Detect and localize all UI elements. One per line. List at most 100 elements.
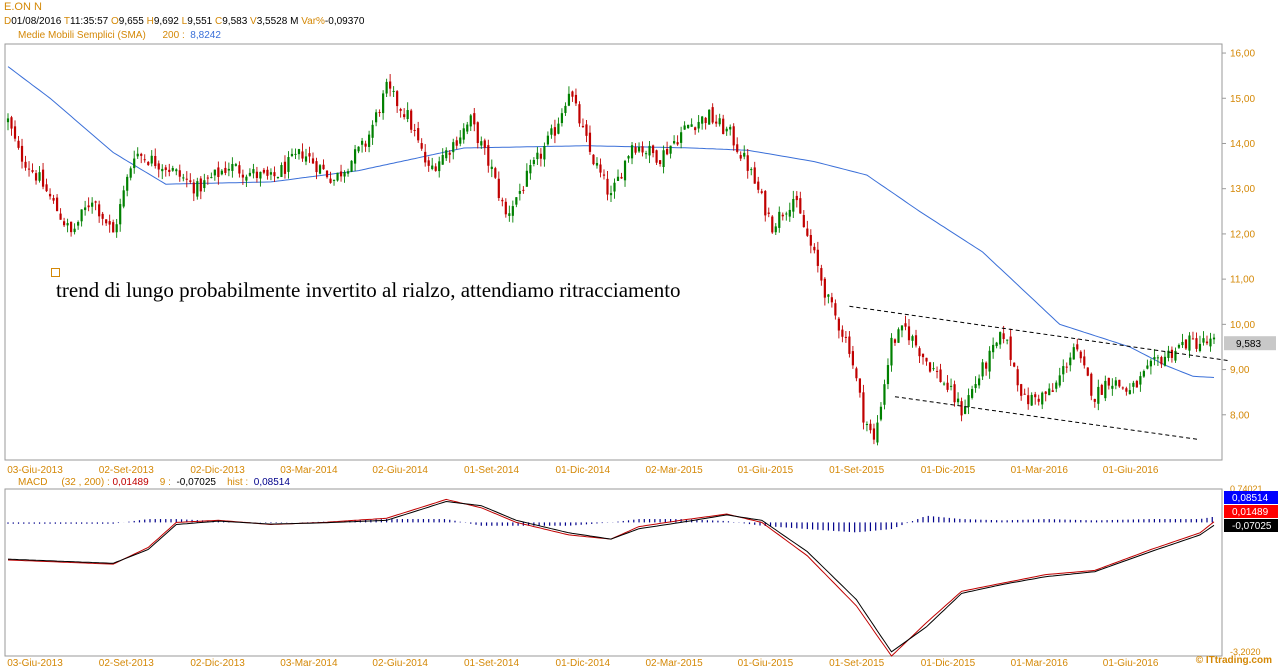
candle-body: [410, 110, 413, 130]
candle: [907, 319, 911, 346]
candle: [473, 107, 476, 132]
candle: [1069, 352, 1072, 372]
candle: [511, 200, 514, 223]
candle: [750, 167, 753, 176]
candle-body: [708, 109, 711, 125]
candle: [396, 90, 399, 113]
candle-body: [1212, 337, 1216, 340]
candle-body: [844, 336, 847, 338]
price-x-tick-label: 02-Dic-2013: [190, 465, 245, 476]
candle-body: [87, 205, 90, 208]
candle: [865, 421, 869, 432]
candle: [318, 163, 322, 175]
candle-body: [757, 181, 760, 190]
candle-body: [673, 141, 676, 144]
candle: [294, 148, 297, 159]
price-y-tick-label: 14,00: [1230, 139, 1255, 150]
trendline-layer: [849, 305, 1229, 441]
price-y-tick-label: 8,00: [1230, 410, 1250, 421]
candle: [813, 243, 816, 254]
candle-body: [455, 140, 458, 146]
candle-body: [413, 129, 416, 131]
candle-body: [494, 168, 497, 178]
candle: [560, 108, 564, 127]
candle: [343, 170, 346, 183]
candle: [746, 148, 749, 179]
candle-body: [476, 122, 479, 144]
candle: [781, 212, 784, 221]
candle: [869, 419, 872, 434]
candle: [553, 119, 557, 144]
candle-body: [641, 146, 644, 153]
candle-body: [690, 124, 693, 127]
candle: [680, 126, 683, 149]
candle-body: [105, 219, 108, 224]
candle: [346, 168, 350, 177]
candle: [795, 191, 798, 208]
candle-body: [1153, 357, 1156, 360]
candle: [1191, 331, 1195, 340]
candle: [129, 166, 132, 181]
candle: [1153, 349, 1156, 366]
candle-body: [609, 193, 613, 196]
candle-body: [606, 178, 609, 195]
candle: [914, 329, 918, 348]
candle: [98, 200, 101, 223]
candle: [77, 220, 80, 230]
candle: [87, 197, 90, 212]
candle-body: [907, 326, 911, 341]
candle: [410, 108, 413, 133]
candle-body: [911, 336, 914, 341]
candle: [732, 123, 735, 151]
candle: [799, 191, 802, 214]
candle: [213, 169, 216, 181]
candle-body: [557, 123, 560, 134]
candle-body: [287, 157, 290, 172]
price-x-tick-label: 01-Dic-2015: [921, 465, 976, 476]
candle: [1023, 388, 1026, 395]
macd-x-tick-label: 02-Giu-2014: [372, 658, 428, 668]
candle: [1177, 343, 1181, 349]
candle: [557, 117, 560, 135]
candle-body: [308, 153, 311, 157]
candle-body: [157, 163, 160, 170]
candle-body: [729, 126, 732, 130]
candle: [729, 124, 732, 136]
candle: [574, 88, 578, 107]
candle-body: [150, 155, 153, 164]
candle-body: [680, 132, 683, 143]
candle-body: [900, 325, 904, 331]
candle: [760, 188, 763, 195]
candle: [66, 218, 69, 233]
candle: [1027, 387, 1030, 410]
candle: [606, 170, 609, 201]
candle: [543, 142, 546, 167]
candle-body: [1079, 351, 1082, 359]
candle: [722, 114, 725, 135]
candle-body: [399, 109, 402, 111]
candle: [967, 388, 970, 415]
candle: [1079, 350, 1082, 363]
candle: [1090, 372, 1093, 401]
candle: [420, 138, 423, 151]
candle: [669, 145, 672, 159]
candle: [550, 124, 553, 139]
candle: [1184, 339, 1188, 350]
macd-panel-border: [4, 488, 1223, 657]
candle: [900, 325, 904, 338]
candle-body: [434, 166, 437, 171]
candle-body: [31, 170, 34, 172]
candle: [262, 167, 266, 175]
candle: [34, 170, 38, 185]
candle: [785, 211, 788, 221]
candle-body: [701, 116, 704, 124]
candle-body: [890, 337, 893, 366]
candle: [1212, 333, 1216, 345]
candle: [942, 381, 946, 386]
candle-body: [949, 385, 953, 387]
candle: [634, 143, 637, 155]
candle-body: [133, 158, 136, 169]
candle: [1149, 358, 1152, 375]
candle: [27, 161, 31, 177]
